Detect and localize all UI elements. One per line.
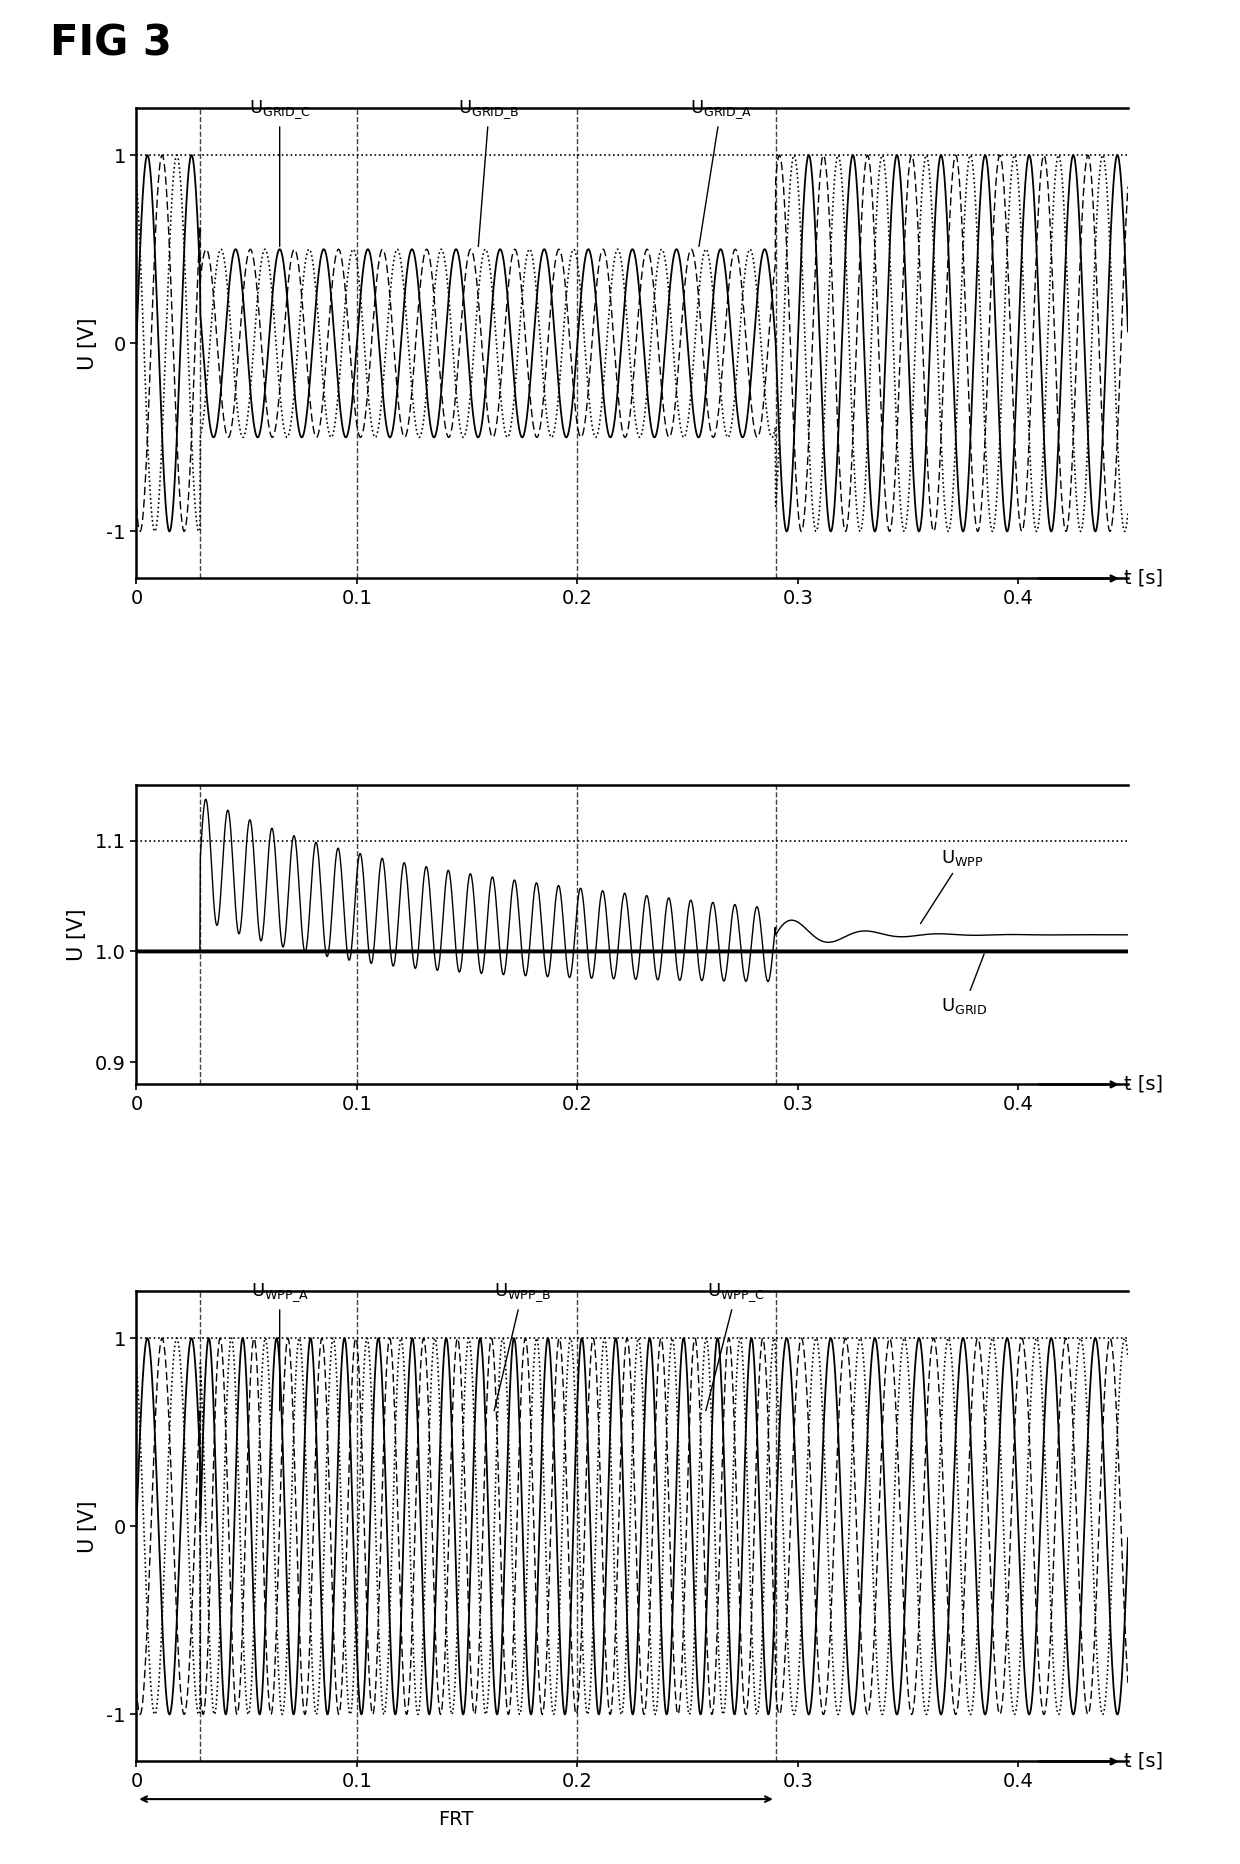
Y-axis label: U [V]: U [V]	[78, 1501, 98, 1553]
Y-axis label: U [V]: U [V]	[78, 317, 98, 369]
Text: FRT: FRT	[439, 1810, 474, 1829]
Text: t [s]: t [s]	[1123, 569, 1163, 587]
Text: t [s]: t [s]	[1123, 1076, 1163, 1094]
Y-axis label: U [V]: U [V]	[67, 908, 87, 962]
Text: $\mathregular{U_{GRID\_A}}$: $\mathregular{U_{GRID\_A}}$	[689, 99, 751, 246]
Text: $\mathregular{U_{WPP\_C}}$: $\mathregular{U_{WPP\_C}}$	[706, 1282, 765, 1411]
Text: $\mathregular{U_{WPP\_B}}$: $\mathregular{U_{WPP\_B}}$	[494, 1282, 551, 1411]
Text: $\mathregular{U_{GRID}}$: $\mathregular{U_{GRID}}$	[941, 954, 987, 1016]
Text: FIG 3: FIG 3	[50, 22, 171, 65]
Text: $\mathregular{U_{GRID\_B}}$: $\mathregular{U_{GRID\_B}}$	[459, 99, 520, 246]
Text: $\mathregular{U_{GRID\_C}}$: $\mathregular{U_{GRID\_C}}$	[249, 99, 310, 246]
Text: $\mathregular{U_{WPP}}$: $\mathregular{U_{WPP}}$	[920, 848, 983, 923]
Text: $\mathregular{U_{WPP\_A}}$: $\mathregular{U_{WPP\_A}}$	[250, 1282, 309, 1411]
Text: t [s]: t [s]	[1123, 1752, 1163, 1771]
